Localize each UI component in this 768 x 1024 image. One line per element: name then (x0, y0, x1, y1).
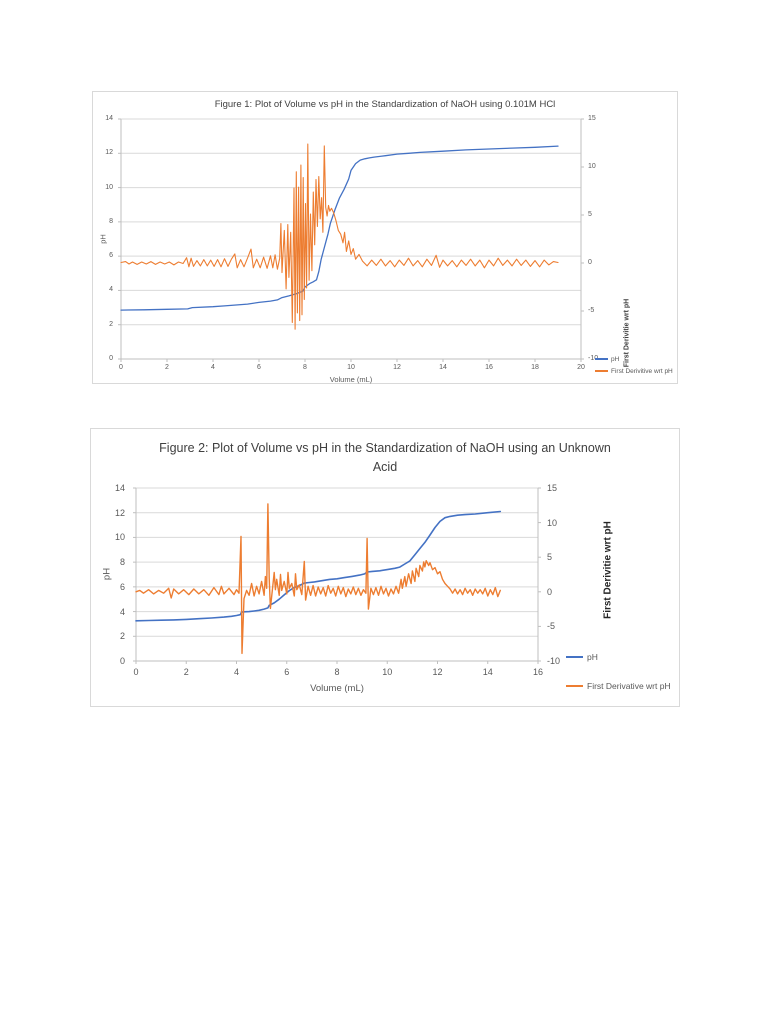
figure-2-y-axis-ticks-right: -10 -5 0 5 10 15 (545, 483, 585, 666)
tick-label: 6 (109, 252, 113, 260)
figure-1-plot-area (118, 118, 584, 362)
tick-label: 8 (303, 364, 307, 371)
figure-2-title-line-2: Acid (372, 460, 398, 474)
tick-label: 14 (105, 115, 113, 122)
tick-label: 8 (109, 217, 113, 225)
derivative-line-swatch (595, 370, 608, 372)
legend-label: pH (611, 355, 620, 363)
tick-label: 14 (439, 364, 447, 371)
tick-label: 0 (109, 355, 113, 362)
legend-label: pH (587, 652, 598, 662)
figure-2-x-axis-ticks: 0 2 4 6 8 10 12 14 16 (133, 667, 543, 679)
tick-label: 14 (114, 483, 125, 493)
tick-label: 20 (577, 364, 585, 371)
tick-label: 8 (334, 667, 340, 677)
tick-label: -5 (547, 621, 556, 632)
figure-2-y-axis-title-right: First Derivitie wrt pH (602, 521, 614, 619)
tick-label: 8 (119, 557, 125, 568)
tick-label: 16 (532, 667, 543, 677)
tick-label: 5 (547, 552, 553, 563)
tick-label: 14 (482, 667, 493, 677)
tick-label: 12 (105, 149, 113, 157)
tick-label: 12 (432, 667, 443, 677)
figure-1-title-line: Figure 1: Plot of Volume vs pH in the St… (214, 99, 556, 110)
derivative-line-swatch (566, 685, 583, 687)
tick-label: 4 (119, 606, 125, 617)
legend-item-ph: pH (566, 650, 671, 664)
first-derivative-series-line (120, 143, 559, 330)
tick-label: 0 (119, 364, 123, 371)
tick-label: 0 (133, 667, 139, 677)
tick-label: 4 (233, 667, 239, 677)
plot-svg (133, 487, 541, 664)
legend-label: First Derivative wrt pH (587, 681, 671, 691)
figure-2-title-line-1: Figure 2: Plot of Volume vs pH in the St… (159, 441, 611, 455)
tick-label: 18 (531, 364, 539, 371)
tick-label: 4 (109, 286, 113, 294)
tick-label: -10 (588, 355, 599, 362)
tick-label: 10 (547, 517, 558, 528)
tick-label: 2 (119, 631, 125, 642)
figure-1-y-axis-ticks-right: -10 -5 0 5 10 15 (586, 115, 620, 362)
legend-item-first-derivative: First Derivitive wrt pH (595, 365, 673, 377)
tick-label: 10 (114, 532, 125, 543)
tick-label: 6 (284, 667, 290, 677)
ph-line-swatch (595, 358, 608, 360)
tick-label: 0 (119, 656, 125, 666)
figure-2-title: Figure 2: Plot of Volume vs pH in the St… (91, 439, 679, 477)
tick-label: 6 (257, 364, 261, 371)
figure-1-x-axis-title: Volume (mL) (329, 375, 373, 384)
tick-label: 12 (393, 364, 401, 371)
plot-svg (118, 118, 584, 362)
legend-item-first-derivative: First Derivative wrt pH (566, 679, 671, 693)
tick-label: 10 (347, 364, 355, 371)
figure-2-y-axis-title-left: pH (101, 567, 113, 581)
tick-label: 6 (119, 581, 125, 592)
legend-item-ph: pH (595, 353, 673, 365)
legend-label: First Derivitive wrt pH (611, 367, 673, 375)
figure-1-x-axis-ticks: 0 2 4 6 8 10 12 14 16 18 20 (119, 363, 585, 375)
tick-label: 10 (105, 183, 113, 191)
ph-series-line (120, 145, 559, 311)
tick-label: 10 (382, 667, 393, 677)
tick-label: -10 (547, 656, 561, 666)
figure-2-legend: pH First Derivative wrt pH (566, 650, 671, 708)
tick-label: 0 (547, 586, 553, 597)
tick-label: 0 (588, 259, 592, 266)
figure-1-y-axis-title-left: pH (98, 234, 108, 244)
figure-2-plot-area (133, 487, 541, 664)
tick-label: 5 (588, 211, 592, 218)
tick-label: 4 (211, 364, 215, 371)
tick-label: 2 (165, 364, 169, 371)
figure-2-y-axis-ticks-left: 0 2 4 6 8 10 12 14 (91, 483, 129, 666)
figure-1-title: Figure 1: Plot of Volume vs pH in the St… (93, 99, 677, 111)
tick-label: 2 (109, 320, 113, 328)
tick-label: 12 (114, 507, 125, 518)
figure-1-legend: pH First Derivitive wrt pH (595, 353, 673, 377)
ph-line-swatch (566, 656, 583, 658)
tick-label: 15 (547, 483, 558, 493)
tick-label: 2 (183, 667, 189, 677)
tick-label: 10 (588, 163, 596, 170)
figure-1-chart: Figure 1: Plot of Volume vs pH in the St… (92, 91, 678, 384)
tick-label: 15 (588, 115, 596, 122)
first-derivative-series-line (135, 503, 501, 655)
figure-2-x-axis-title: Volume (mL) (310, 683, 364, 694)
tick-label: 16 (485, 364, 493, 371)
figure-2-chart: Figure 2: Plot of Volume vs pH in the St… (90, 428, 680, 707)
figure-1-y-axis-ticks-left: 0 2 4 6 8 10 12 14 (93, 115, 117, 362)
tick-label: -5 (588, 307, 595, 314)
ph-series-line (135, 510, 502, 622)
